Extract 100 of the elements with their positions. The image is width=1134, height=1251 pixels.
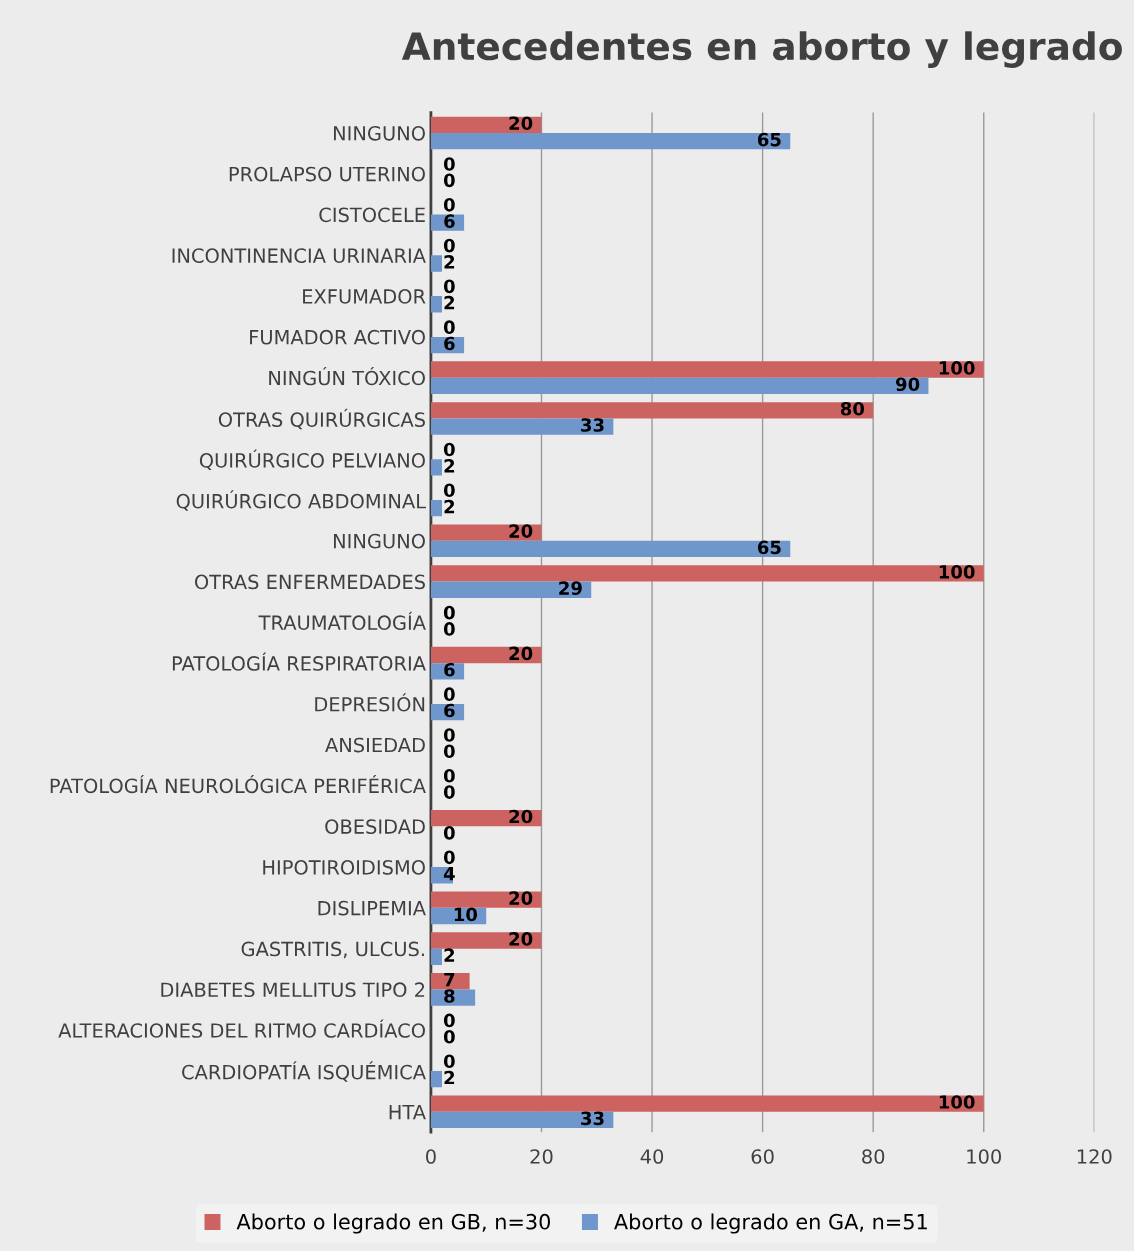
data-label: 33 — [581, 418, 604, 432]
legend-label: Aborto o legrado en GA, n=51 — [614, 1213, 927, 1234]
bar — [430, 361, 984, 378]
data-label: 2 — [444, 948, 455, 962]
y-tick-label: EXFUMADOR — [303, 289, 426, 304]
y-tick-label: OBESIDAD — [325, 819, 425, 834]
data-label: 0 — [443, 197, 455, 212]
y-tick-label: GASTRITIS, ULCUS. — [241, 941, 424, 959]
bar — [430, 948, 442, 965]
y-tick-label: FUMADOR ACTIVO — [250, 329, 425, 345]
y-tick-label: NINGUNO — [333, 533, 425, 549]
data-label: 20 — [509, 809, 533, 824]
bar — [430, 1070, 442, 1088]
data-label: 0 — [443, 850, 455, 865]
data-label: 2 — [444, 295, 455, 310]
bar — [430, 296, 442, 313]
bar — [430, 418, 614, 435]
x-tick-label: 20 — [530, 1149, 553, 1164]
data-label: 0 — [443, 483, 455, 498]
data-label: 0 — [443, 768, 455, 783]
data-label: 20 — [509, 646, 533, 661]
y-tick-label: ALTERACIONES DEL RITMO CARDÍACO — [58, 1019, 425, 1038]
data-label: 20 — [509, 524, 533, 538]
y-tick-label: NINGUNO — [333, 125, 425, 141]
x-tick-label: 40 — [640, 1149, 664, 1164]
x-tick-label: 100 — [967, 1149, 1002, 1164]
data-label: 100 — [939, 1095, 975, 1109]
y-tick-label: PATOLOGÍA RESPIRATORIA — [172, 652, 426, 671]
y-tick-label: DISLIPEMIA — [318, 900, 426, 916]
data-label: 100 — [939, 565, 975, 579]
y-tick-label: OTRAS QUIRÚRGICAS — [218, 408, 425, 430]
data-label: 6 — [444, 662, 455, 677]
data-label: 0 — [443, 442, 455, 457]
bar — [430, 989, 476, 1006]
y-tick-label: PROLAPSO UTERINO — [229, 166, 425, 182]
data-label: 20 — [509, 932, 533, 946]
data-label: 0 — [443, 622, 455, 636]
data-label: 33 — [581, 1111, 604, 1126]
y-tick-label: HTA — [389, 1104, 426, 1120]
y-tick-label: QUIRÚRGICO PELVIANO — [199, 449, 425, 470]
data-label: 6 — [444, 336, 455, 351]
data-label: 0 — [443, 157, 455, 171]
data-label: 2 — [444, 255, 455, 269]
data-label: 0 — [443, 1029, 455, 1044]
data-label: 2 — [444, 1070, 455, 1085]
data-label: 8 — [444, 989, 455, 1003]
data-label: 0 — [443, 1054, 455, 1069]
data-label: 0 — [443, 785, 455, 799]
x-tick-label: 60 — [751, 1149, 774, 1164]
y-tick-label: INCONTINENCIA URINARIA — [172, 248, 426, 263]
data-label: 20 — [509, 891, 533, 905]
data-label: 0 — [443, 1013, 455, 1028]
y-tick-label: HIPOTIROIDISMO — [263, 860, 425, 875]
data-label: 29 — [559, 581, 582, 595]
data-label: 65 — [757, 540, 781, 555]
bar — [430, 377, 929, 394]
y-tick-label: CARDIOPATÍA ISQUÉMICA — [182, 1061, 426, 1082]
data-label: 7 — [444, 973, 455, 987]
data-label: 6 — [444, 703, 455, 718]
y-tick-label: DEPRESIÓN — [315, 693, 425, 712]
data-label: 2 — [444, 458, 455, 473]
y-tick-label: NINGÚN TÓXICO — [269, 367, 425, 386]
data-label: 0 — [443, 320, 455, 334]
data-label: 6 — [444, 214, 455, 228]
bar — [430, 402, 874, 419]
data-label: 0 — [443, 238, 455, 253]
y-tick-label: PATOLOGÍA NEUROLÓGICA PERIFÉRICA — [50, 774, 426, 794]
data-label: 100 — [939, 361, 975, 375]
data-label: 20 — [509, 116, 533, 131]
bar — [430, 459, 442, 476]
data-label: 0 — [443, 279, 455, 294]
y-tick-label: OTRAS ENFERMEDADES — [195, 574, 425, 590]
data-label: 2 — [444, 499, 455, 514]
data-label: 0 — [443, 605, 455, 620]
data-label: 90 — [895, 377, 920, 392]
bar — [430, 524, 542, 541]
x-tick-label: 0 — [426, 1149, 436, 1164]
bar — [430, 255, 442, 272]
bar — [430, 932, 542, 949]
x-tick-label: 80 — [862, 1149, 885, 1164]
y-tick-label: QUIRÚRGICO ABDOMINAL — [176, 490, 426, 511]
legend-label: Aborto o legrado en GB, n=30 — [236, 1213, 551, 1234]
data-label: 0 — [443, 728, 455, 742]
chart-title: Antecedentes en aborto y legrado — [401, 31, 1122, 68]
x-tick-label: 120 — [1077, 1149, 1112, 1164]
y-tick-label: ANSIEDAD — [325, 737, 425, 753]
data-label: 80 — [840, 401, 865, 416]
bar — [430, 540, 791, 558]
bar — [430, 581, 592, 598]
y-tick-label: DIABETES MELLITUS TIPO 2 — [161, 982, 425, 998]
data-label: 0 — [443, 744, 455, 759]
y-tick-label: TRAUMATOLOGÍA — [258, 611, 426, 631]
bar — [430, 565, 984, 582]
data-label: 0 — [443, 173, 455, 188]
data-label: 10 — [454, 907, 478, 922]
bar — [430, 1095, 984, 1112]
bar — [430, 132, 791, 150]
bar — [430, 500, 442, 517]
data-label: 65 — [757, 132, 781, 147]
data-label: 0 — [443, 687, 455, 702]
